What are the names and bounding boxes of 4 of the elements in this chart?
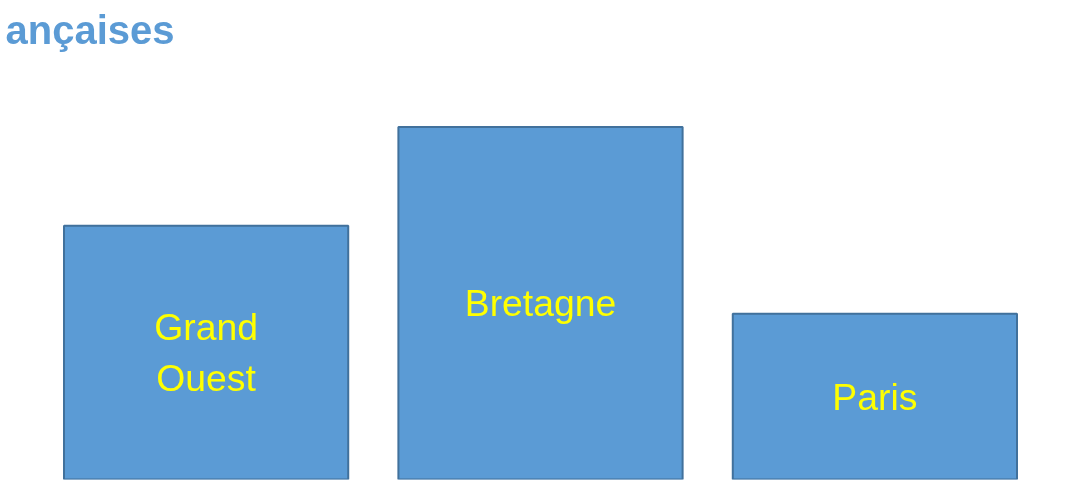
x-tick-label: Paris: [832, 375, 918, 418]
x-tick-label: Grand Ouest: [154, 306, 258, 399]
x-tick-label: Bretagne: [464, 282, 617, 325]
chart-title: ançaises: [5, 7, 175, 52]
